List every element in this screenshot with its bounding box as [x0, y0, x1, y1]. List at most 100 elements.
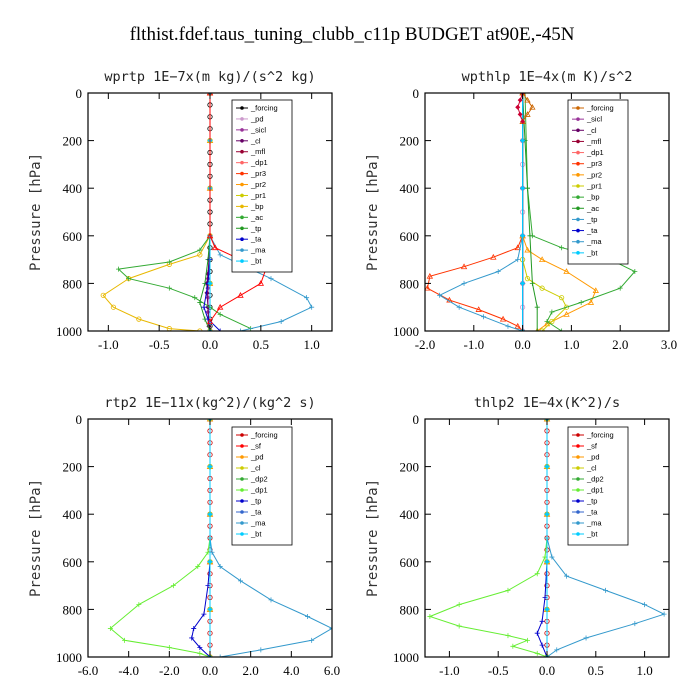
- data-point: [617, 285, 623, 291]
- legend-marker: [576, 161, 580, 166]
- legend-marker: [576, 228, 580, 233]
- data-point: [166, 285, 172, 291]
- legend-marker: [576, 217, 580, 222]
- legend-marker: [240, 182, 244, 187]
- data-point: [475, 306, 482, 312]
- y-tick-label: 400: [63, 181, 83, 196]
- legend-label: _sicl: [586, 115, 602, 124]
- legend-label: _dp2: [586, 475, 604, 484]
- legend-marker: [240, 128, 244, 132]
- data-point: [217, 252, 223, 258]
- data-point: [603, 587, 609, 593]
- legend-label: _dp1: [250, 158, 268, 167]
- legend-marker: [240, 444, 244, 448]
- data-point: [520, 233, 526, 239]
- series-line: [438, 93, 524, 331]
- data-point: [197, 299, 203, 305]
- data-point: [211, 244, 219, 251]
- y-tick-label: 200: [63, 134, 83, 149]
- data-point: [554, 647, 560, 653]
- y-axis-label: Pressure [hPa]: [365, 153, 381, 271]
- legend-label: _dp1: [250, 486, 268, 495]
- series-line: [522, 93, 568, 331]
- legend-marker: [240, 532, 244, 536]
- legend-marker: [576, 173, 580, 177]
- data-point: [122, 637, 128, 643]
- data-point: [514, 244, 521, 251]
- panel-1: wprtp 1E−7x(m kg)/(s^2 kg) Pressure [hPa]…: [28, 69, 333, 352]
- x-tick-label: 0.0: [202, 663, 218, 678]
- y-axis-label: Pressure [hPa]: [28, 153, 44, 271]
- legend-label: _ta: [250, 508, 262, 517]
- y-axis-label: Pressure [hPa]: [365, 479, 381, 597]
- x-tick-label: 1.0: [563, 337, 579, 352]
- y-tick-label: 600: [63, 555, 83, 570]
- data-point: [460, 263, 468, 270]
- y-tick-label: 1000: [56, 650, 82, 665]
- data-point: [563, 311, 570, 317]
- x-tick-label: 6.0: [324, 663, 340, 678]
- legend-label: _pd: [586, 453, 600, 462]
- legend-label: _mfl: [586, 137, 602, 146]
- data-point: [520, 185, 526, 191]
- data-point: [592, 287, 599, 293]
- legend-marker: [576, 477, 580, 481]
- data-point: [583, 635, 589, 641]
- data-point: [166, 644, 172, 650]
- y-tick-label: 0: [76, 412, 83, 427]
- panel-3: rtp2 1E−11x(kg^2)/(kg^2 s) Pressure [hPa]…: [28, 395, 340, 678]
- legend-marker: [240, 215, 244, 220]
- series-group: [425, 93, 638, 331]
- x-tick-label: 1.0: [304, 337, 320, 352]
- data-point: [195, 564, 201, 570]
- data-point: [201, 304, 207, 310]
- legend: _forcing _sf _pd _cl _dp2 _dp1 _tp _ta _ma _bt: [231, 426, 293, 546]
- legend-marker: [576, 488, 580, 492]
- data-point: [197, 644, 203, 650]
- data-point: [268, 276, 274, 282]
- data-point: [329, 625, 332, 631]
- data-point: [632, 269, 638, 274]
- data-point: [544, 464, 550, 470]
- legend-label: _pd: [250, 114, 264, 123]
- data-point: [309, 304, 315, 310]
- legend-label: _pr1: [586, 182, 602, 191]
- series-line: [102, 93, 211, 331]
- y-tick-label: 0: [413, 412, 420, 427]
- legend-label: _cl: [250, 136, 261, 145]
- legend-label: _dp1: [586, 148, 604, 157]
- data-point: [427, 614, 433, 620]
- data-point: [238, 578, 243, 584]
- data-point: [529, 280, 535, 286]
- data-point: [505, 587, 511, 593]
- y-tick-label: 600: [400, 229, 420, 244]
- panel-2: wpthlp 1E−4x(m K)/s^2 Pressure [hPa] 0 200 4…: [365, 69, 677, 352]
- data-point: [110, 304, 117, 310]
- data-point: [510, 643, 516, 649]
- legend-label: _pr3: [586, 159, 602, 168]
- legend-marker: [240, 499, 244, 503]
- legend-label: _cl: [586, 464, 597, 473]
- legend-label: _tp: [586, 215, 597, 224]
- x-tick-label: 1.0: [636, 663, 652, 678]
- data-point: [278, 318, 284, 324]
- data-point: [237, 291, 244, 298]
- data-point: [100, 292, 106, 298]
- data-point: [495, 269, 501, 274]
- figure-title: flthist.fdef.taus_tuning_clubb_c11p BUDG…: [130, 24, 575, 45]
- legend-label: _ac: [250, 213, 263, 222]
- legend-label: _pr3: [250, 169, 266, 178]
- legend-label: _forcing: [250, 104, 278, 113]
- data-point: [539, 642, 545, 648]
- x-tick-label: -4.0: [118, 663, 139, 678]
- legend-marker: [240, 433, 244, 437]
- x-tick-label: 2.0: [243, 663, 259, 678]
- data-point: [207, 280, 213, 286]
- data-point: [544, 559, 550, 565]
- panel-title: wpthlp 1E−4x(m K)/s^2: [462, 69, 633, 85]
- legend-label: _bt: [586, 530, 598, 539]
- legend-marker: [576, 455, 580, 459]
- legend-marker: [240, 248, 244, 252]
- legend-label: _tp: [250, 497, 261, 506]
- data-point: [126, 276, 132, 282]
